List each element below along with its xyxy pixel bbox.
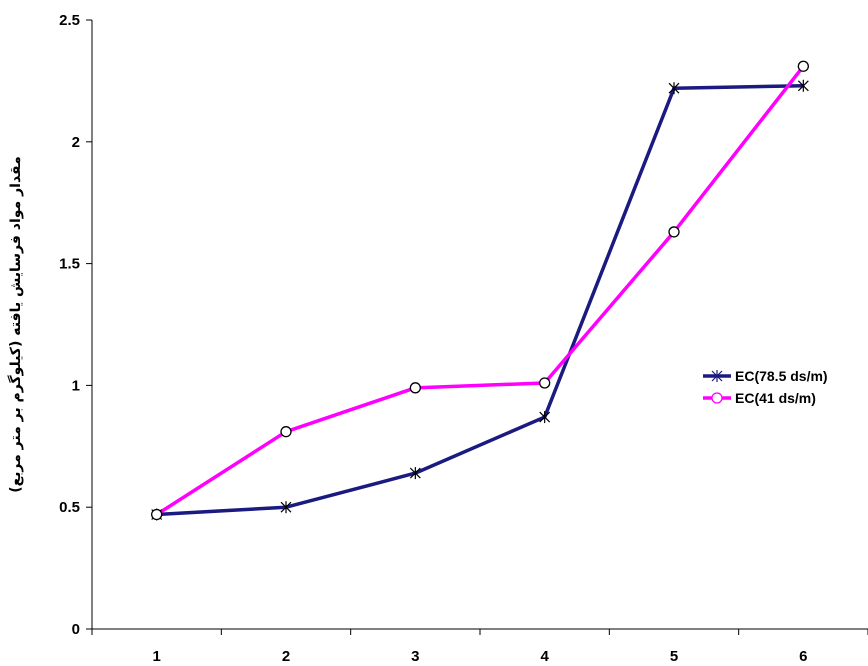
- axes: [91, 20, 868, 630]
- y-axis-title: مقدار مواد فرسایش یافته (کیلوگرم بر متر …: [7, 156, 24, 493]
- legend: EC(78.5 ds/m) EC(41 ds/m): [703, 368, 828, 406]
- star-marker: [668, 82, 680, 95]
- legend-item: EC(41 ds/m): [703, 390, 816, 406]
- circle-marker: [151, 508, 163, 521]
- series-lines: [155, 65, 805, 517]
- legend-label: EC(41 ds/m): [735, 390, 816, 406]
- x-tick-label: 5: [670, 648, 678, 665]
- x-tick-label: 1: [152, 648, 160, 665]
- x-axis-ticks: 1 2 3 4 5 6: [91, 629, 868, 665]
- circle-marker: [668, 226, 680, 238]
- x-tick-label: 3: [411, 648, 419, 665]
- y-tick-label: 1.5: [59, 256, 80, 273]
- y-tick-label: 0.5: [59, 499, 80, 516]
- legend-item: EC(78.5 ds/m): [703, 368, 828, 384]
- star-marker: [539, 411, 551, 424]
- y-tick-label: 2.5: [59, 12, 80, 29]
- y-tick-label: 2: [72, 134, 80, 151]
- x-tick-label: 2: [282, 648, 290, 665]
- y-axis-ticks: 0 0.5 1 1.5 2 2.5: [59, 12, 92, 638]
- series-line-1: [156, 84, 804, 517]
- series-line-2: [155, 65, 805, 516]
- x-tick-label: 6: [799, 648, 807, 665]
- y-tick-label: 1: [72, 377, 80, 394]
- series-markers: [151, 60, 809, 521]
- circle-marker: [539, 377, 551, 389]
- y-tick-label: 0: [72, 621, 80, 638]
- circle-marker: [797, 60, 809, 72]
- circle-marker: [280, 426, 292, 438]
- legend-label: EC(78.5 ds/m): [735, 368, 828, 384]
- star-marker: [280, 501, 292, 514]
- star-marker: [797, 79, 809, 92]
- star-marker: [711, 370, 723, 382]
- x-tick-label: 4: [540, 648, 549, 665]
- circle-marker: [711, 392, 723, 404]
- star-marker: [409, 467, 421, 480]
- circle-marker: [409, 382, 421, 394]
